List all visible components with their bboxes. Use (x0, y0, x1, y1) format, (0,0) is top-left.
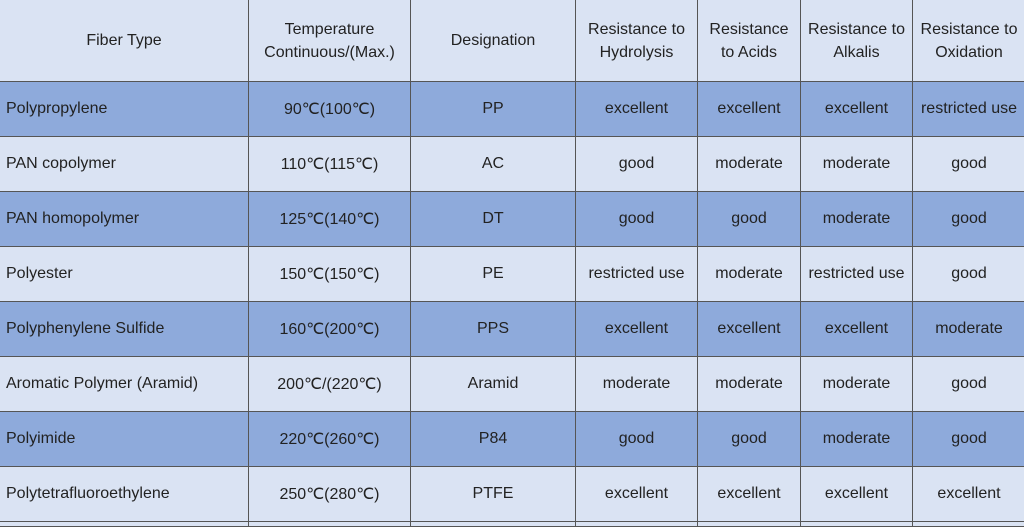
table-cell: 200℃/(220℃) (249, 357, 411, 412)
fiber-type-cell: Polyester (0, 247, 249, 302)
fiber-type-cell: Polypropylene (0, 82, 249, 137)
table-cell: good (576, 412, 698, 467)
table-cell: PE (411, 247, 576, 302)
table-cell: excellent (913, 467, 1024, 522)
table-cell: restricted use (576, 247, 698, 302)
table-cell: moderate (801, 357, 913, 412)
table-cell: 90℃(100℃) (249, 82, 411, 137)
table-cell: excellent (801, 302, 913, 357)
header-text: Temperature (249, 18, 410, 41)
table-cell: excellent (576, 467, 698, 522)
table-cell: moderate (801, 412, 913, 467)
header-text: Fiber Type (0, 29, 248, 52)
header-text: Resistance to (576, 18, 697, 41)
header-cell: Designation (411, 0, 576, 82)
header-text: to Acids (698, 41, 800, 64)
table-cell: moderate (801, 192, 913, 247)
table-cell: moderate (698, 247, 801, 302)
table-cell: good (913, 192, 1024, 247)
table-cell: 150℃(150℃) (249, 247, 411, 302)
header-text: Hydrolysis (576, 41, 697, 64)
table-cell: good (698, 192, 801, 247)
header-text: Alkalis (801, 41, 912, 64)
table-cell: 110℃(115℃) (249, 137, 411, 192)
fiber-type-cell: Aromatic Polymer (Aramid) (0, 357, 249, 412)
table-cell: good (698, 412, 801, 467)
table-cell: PP (411, 82, 576, 137)
table-cell: good (913, 137, 1024, 192)
table-cell: excellent (698, 467, 801, 522)
table-cell: Aramid (411, 357, 576, 412)
table-cell: PPS (411, 302, 576, 357)
table-cell: 160℃(200℃) (249, 302, 411, 357)
table-cell: excellent (576, 302, 698, 357)
table-cell: excellent (698, 302, 801, 357)
header-cell: Fiber Type (0, 0, 249, 82)
table-cell: good (913, 357, 1024, 412)
table-cell: moderate (698, 357, 801, 412)
table-cell: excellent (801, 467, 913, 522)
table-cell: excellent (576, 82, 698, 137)
header-text: Resistance (698, 18, 800, 41)
table-row: Aromatic Polymer (Aramid)200℃/(220℃)Aram… (0, 357, 1024, 412)
table-cell: excellent (801, 82, 913, 137)
table-cell: 220℃(260℃) (249, 412, 411, 467)
table-cell: moderate (801, 137, 913, 192)
header-text: Oxidation (913, 41, 1024, 64)
table-cell: AC (411, 137, 576, 192)
table-cell: 250℃(280℃) (249, 467, 411, 522)
header-text: Designation (411, 29, 575, 52)
table-cell: excellent (698, 82, 801, 137)
table-cell: good (913, 247, 1024, 302)
table-cell: good (913, 412, 1024, 467)
table-cell: good (576, 137, 698, 192)
table-cell: good (576, 192, 698, 247)
table-cell: moderate (698, 137, 801, 192)
header-text: Continuous/(Max.) (249, 41, 410, 64)
fiber-type-cell: PAN homopolymer (0, 192, 249, 247)
table-cell: moderate (913, 302, 1024, 357)
table-cell: PTFE (411, 467, 576, 522)
table-cell: restricted use (801, 247, 913, 302)
table-cell: 125℃(140℃) (249, 192, 411, 247)
table-cell: P84 (411, 412, 576, 467)
table-cell: restricted use (913, 82, 1024, 137)
header-text: Resistance to (913, 18, 1024, 41)
header-text: Resistance to (801, 18, 912, 41)
fiber-type-cell: PAN copolymer (0, 137, 249, 192)
fiber-type-cell: Polyphenylene Sulfide (0, 302, 249, 357)
fiber-type-cell: Polyimide (0, 412, 249, 467)
fiber-type-cell: Polytetrafluoroethylene (0, 467, 249, 522)
table-cell: moderate (576, 357, 698, 412)
table-cell: DT (411, 192, 576, 247)
